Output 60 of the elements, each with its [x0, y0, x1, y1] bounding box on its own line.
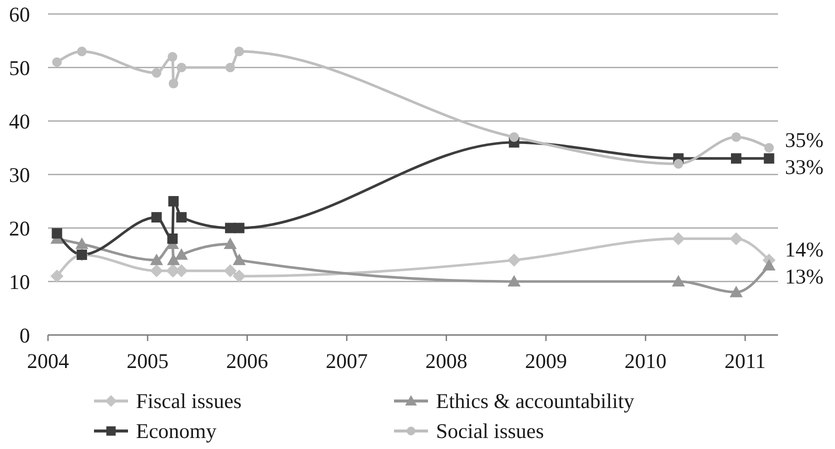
legend-label: Ethics & accountability — [436, 388, 634, 414]
point — [52, 57, 62, 67]
point — [168, 78, 178, 88]
point — [150, 254, 164, 266]
y-tick-label: 40 — [9, 109, 30, 134]
data-label: 33% — [785, 154, 824, 179]
point — [168, 196, 179, 206]
point — [176, 62, 186, 72]
y-tick-label: 50 — [9, 56, 30, 80]
x-tick-label: 2008 — [425, 348, 468, 373]
point — [509, 132, 519, 142]
point — [50, 270, 64, 283]
y-tick-label: 10 — [9, 270, 30, 294]
point — [168, 52, 178, 62]
point — [174, 248, 188, 260]
x-tick-label: 2009 — [524, 348, 567, 373]
data-label: 35% — [785, 128, 824, 152]
x-tick-label: 2005 — [126, 348, 169, 373]
point — [232, 254, 246, 266]
y-tick-label: 0 — [20, 323, 30, 348]
y-tick-label: 20 — [9, 216, 30, 240]
point — [225, 62, 236, 72]
point — [77, 46, 87, 56]
point — [167, 234, 178, 244]
point — [224, 264, 237, 278]
point — [152, 68, 162, 78]
x-tick-label: 2006 — [226, 348, 268, 373]
point — [764, 153, 774, 164]
x-tick-label: 2011 — [724, 348, 766, 373]
point — [232, 270, 246, 283]
y-tick-label: 60 — [9, 2, 30, 26]
legend-label: Fiscal issues — [136, 388, 242, 414]
point — [151, 212, 162, 222]
point — [731, 132, 741, 142]
point — [224, 238, 237, 250]
point — [674, 159, 684, 169]
point — [672, 232, 685, 246]
point — [176, 212, 187, 222]
point — [508, 275, 521, 286]
x-tick-label: 2010 — [624, 348, 667, 373]
x-tick-label: 2007 — [326, 348, 368, 373]
point — [672, 275, 685, 286]
point — [234, 222, 244, 234]
data-label: 14% — [785, 238, 824, 262]
point — [730, 153, 742, 164]
point — [730, 232, 743, 246]
data-label: 13% — [785, 264, 824, 289]
point — [764, 142, 774, 153]
point — [150, 264, 164, 278]
point — [75, 238, 88, 250]
point — [166, 254, 180, 266]
point — [508, 254, 521, 267]
x-tick-label: 2004 — [27, 348, 70, 373]
point — [730, 286, 743, 298]
point — [762, 258, 776, 270]
point — [234, 46, 244, 56]
point — [52, 228, 62, 239]
y-tick-label: 30 — [9, 162, 30, 187]
legend-label: Economy — [136, 418, 216, 444]
legend-label: Social issues — [436, 418, 544, 444]
